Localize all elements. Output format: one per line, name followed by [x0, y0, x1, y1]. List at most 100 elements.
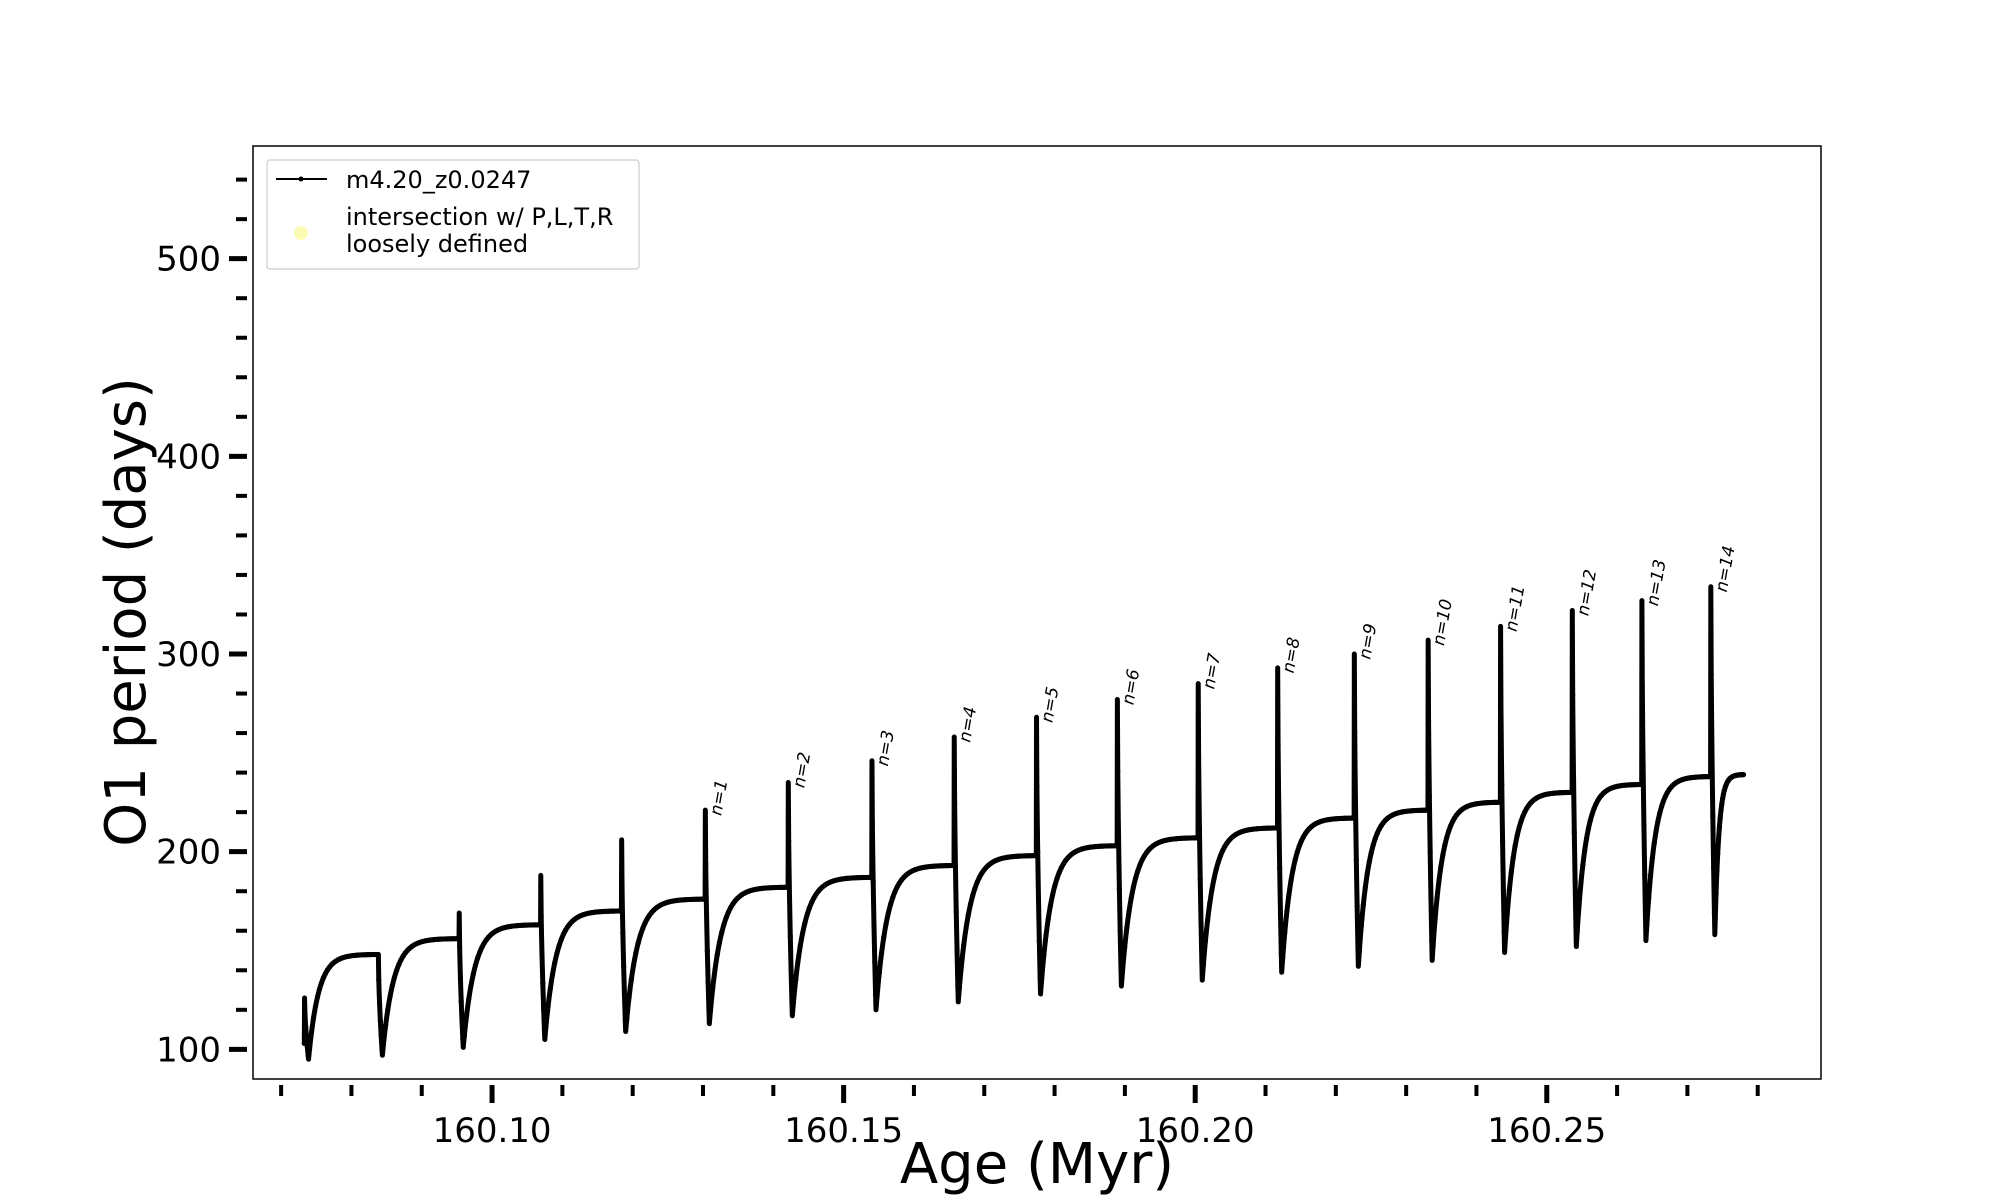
series-point — [725, 909, 732, 915]
legend-intersection-label-line2: loosely defined — [346, 230, 528, 258]
series-point — [1570, 771, 1577, 777]
series-point — [1720, 795, 1726, 802]
series-point — [1370, 842, 1376, 848]
series-point — [1585, 825, 1592, 832]
series-point — [541, 1005, 547, 1011]
series-point — [1139, 857, 1145, 863]
legend-intersection-label-line1: intersection w/ P,L,T,R — [346, 203, 613, 231]
series-point — [1649, 855, 1655, 861]
series-point — [1716, 825, 1722, 831]
series-point — [1197, 876, 1203, 882]
series-point — [1514, 833, 1520, 839]
series-point — [456, 936, 462, 942]
series-point — [398, 957, 404, 963]
series-point — [308, 1029, 315, 1035]
series-point — [1642, 917, 1649, 923]
series-point — [1360, 902, 1366, 908]
series-point — [459, 1018, 465, 1025]
series-point — [1712, 916, 1718, 923]
series-point — [1366, 859, 1372, 865]
series-point — [375, 951, 381, 958]
series-point — [466, 996, 472, 1002]
series-point — [380, 1041, 387, 1047]
series-point — [952, 863, 959, 869]
series-point — [1368, 850, 1374, 856]
series-point — [1286, 891, 1292, 898]
series-point — [1356, 948, 1362, 955]
series-point — [1116, 885, 1122, 892]
series-point — [556, 943, 562, 949]
series-point — [1504, 908, 1511, 914]
series-point — [1428, 896, 1434, 902]
series-point — [1196, 825, 1203, 831]
y-tick-label: 300 — [156, 635, 221, 675]
series-point — [1578, 880, 1584, 886]
series-point — [972, 885, 978, 891]
series-point — [723, 915, 729, 921]
series-point — [1502, 934, 1509, 940]
series-point — [976, 874, 983, 881]
series-point — [316, 986, 323, 992]
series-point — [1717, 815, 1723, 821]
series-point — [1274, 825, 1281, 831]
series-point — [479, 944, 485, 950]
y-axis-title: O1 period (days) — [94, 377, 159, 847]
x-tick-label: 160.20 — [1136, 1111, 1255, 1151]
series-point — [1498, 705, 1504, 711]
series-point — [1124, 925, 1130, 931]
series-point — [958, 961, 965, 967]
series-point — [377, 1018, 383, 1024]
series-point — [1211, 875, 1217, 882]
series-point — [1353, 857, 1359, 863]
series-point — [1374, 830, 1380, 837]
series-point — [787, 933, 793, 939]
series-point — [1117, 928, 1123, 934]
legend-series-marker — [298, 176, 304, 182]
series-point — [705, 979, 711, 986]
y-axis: 100 200 300 400 500 — [156, 177, 247, 1070]
series-point — [804, 912, 810, 918]
series-point — [458, 999, 464, 1005]
series-point — [314, 994, 321, 1000]
series-point — [1041, 952, 1047, 959]
series-point — [795, 958, 801, 964]
series-point — [1436, 878, 1442, 884]
series-point — [802, 920, 808, 926]
series-point — [878, 950, 885, 956]
series-point — [1510, 854, 1516, 860]
series-point — [716, 940, 723, 946]
series-point — [545, 1003, 551, 1009]
series-point — [961, 941, 967, 947]
x-tick-label: 160.15 — [784, 1111, 903, 1151]
series-point — [786, 838, 792, 844]
series-point — [1501, 929, 1507, 936]
series-point — [1115, 836, 1122, 842]
series-point — [707, 1008, 714, 1014]
y-tick-label: 200 — [156, 833, 221, 873]
series-point — [1128, 895, 1134, 901]
series-point — [1640, 763, 1646, 769]
series-point — [797, 943, 803, 949]
series-point — [1280, 954, 1286, 961]
series-point — [1708, 671, 1714, 677]
series-point — [1572, 879, 1578, 885]
series-point — [1035, 849, 1041, 855]
series-point — [303, 1025, 309, 1031]
series-point — [954, 948, 960, 954]
series-point — [549, 972, 556, 978]
series-point — [1432, 916, 1438, 922]
series-point — [1351, 815, 1357, 821]
series-point — [872, 959, 878, 965]
series-point — [881, 934, 887, 940]
series-point — [552, 960, 558, 966]
series-point — [1448, 823, 1454, 829]
series-point — [1709, 753, 1715, 759]
series-point — [1035, 897, 1042, 903]
series-point — [1137, 862, 1143, 868]
series-point — [963, 925, 969, 931]
series-point — [631, 962, 637, 968]
series-point — [1576, 901, 1582, 908]
series-point — [1282, 929, 1288, 935]
series-point — [1520, 813, 1526, 819]
